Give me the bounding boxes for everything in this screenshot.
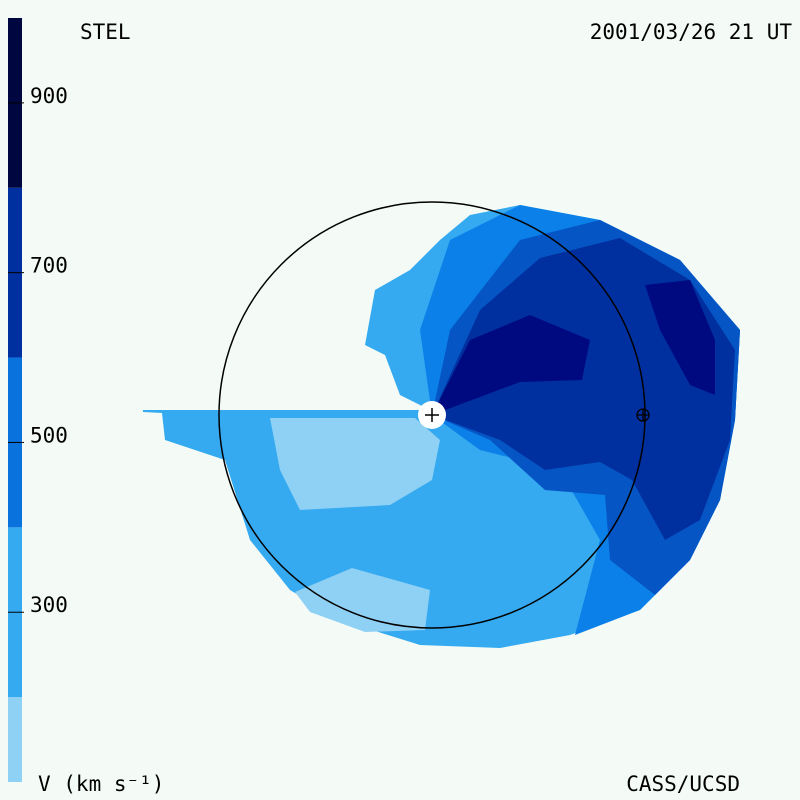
sun-symbol xyxy=(425,408,439,422)
earth-symbol xyxy=(637,409,649,421)
colorbar-tick-label: 300 xyxy=(30,593,68,617)
header-right: 2001/03/26 21 UT xyxy=(590,20,793,44)
colorbar-tick-label: 700 xyxy=(30,254,68,278)
colorbar: 300 500 700 900 xyxy=(8,18,68,782)
region-light-south xyxy=(295,568,430,632)
header-left: STEL xyxy=(80,20,131,44)
footer-right: CASS/UCSD xyxy=(626,772,740,796)
colorbar-tick-label: 500 xyxy=(30,423,68,447)
velocity-field xyxy=(143,201,740,648)
region-fastest xyxy=(432,315,590,415)
colorbar-label: V (km s⁻¹) xyxy=(38,772,164,796)
region-fastest-east xyxy=(645,280,715,395)
colorbar-band xyxy=(8,697,22,782)
region-light xyxy=(270,418,440,510)
colorbar-tick-label: 900 xyxy=(30,84,68,108)
